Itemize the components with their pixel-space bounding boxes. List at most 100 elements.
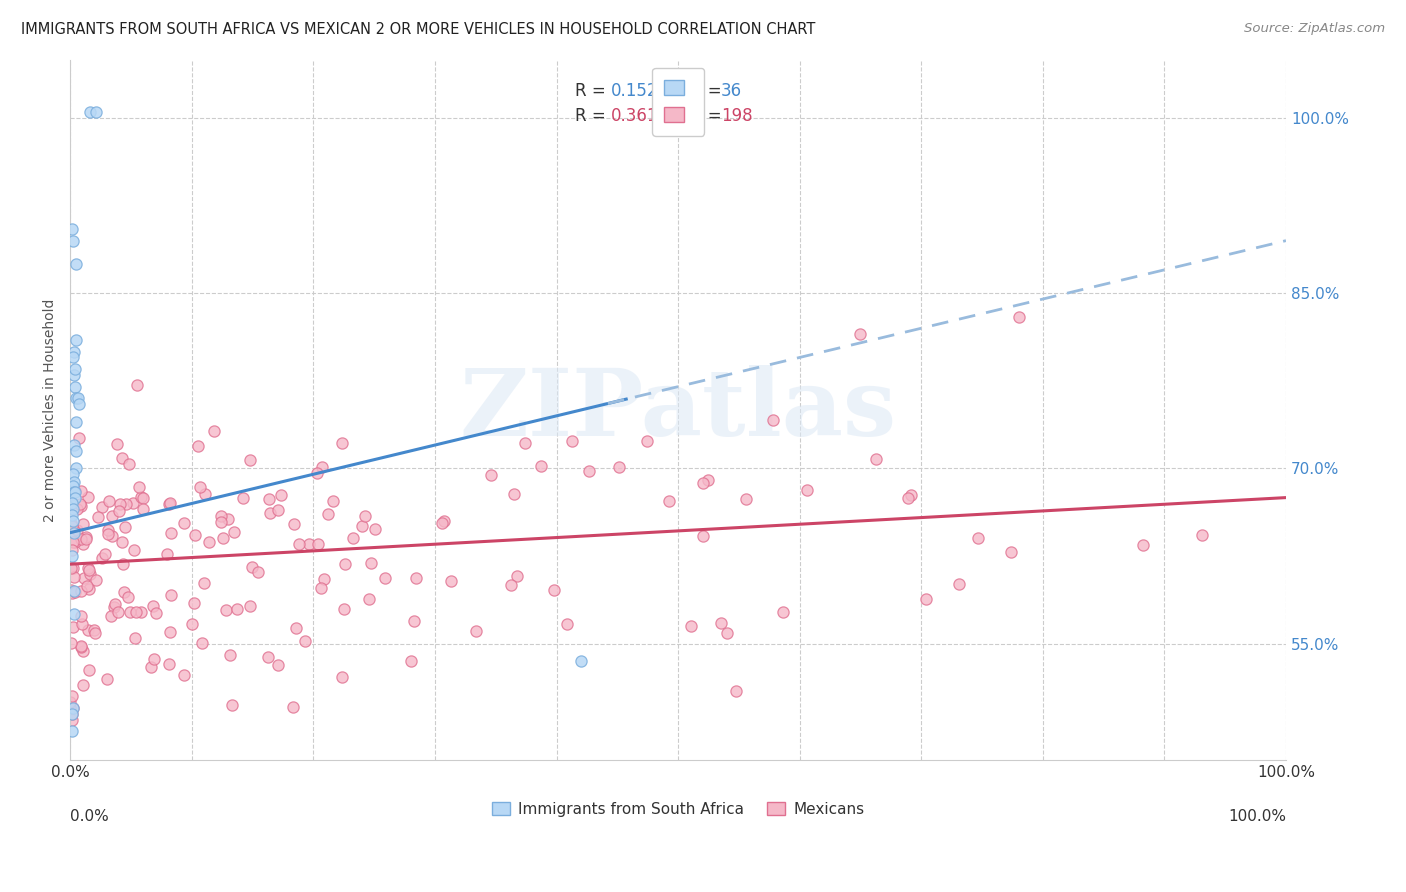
Point xyxy=(219,648,242,662)
Point xyxy=(62,524,84,539)
Legend: Immigrants from South Africa, Mexicans: Immigrants from South Africa, Mexicans xyxy=(486,796,870,822)
Text: N =: N = xyxy=(690,107,727,125)
Point xyxy=(124,543,146,558)
Point xyxy=(266,503,288,517)
Point xyxy=(77,564,100,578)
Point xyxy=(1191,527,1213,541)
Point xyxy=(114,520,136,534)
Point xyxy=(160,526,183,541)
Point xyxy=(103,600,125,615)
Point xyxy=(360,557,382,571)
Point xyxy=(479,467,502,482)
Point xyxy=(76,624,98,638)
Point xyxy=(333,557,356,571)
Point xyxy=(63,484,86,499)
Point xyxy=(63,585,86,599)
Point xyxy=(63,368,86,382)
Point xyxy=(63,525,86,540)
Point xyxy=(692,529,714,543)
Text: IMMIGRANTS FROM SOUTH AFRICA VS MEXICAN 2 OR MORE VEHICLES IN HOUSEHOLD CORRELAT: IMMIGRANTS FROM SOUTH AFRICA VS MEXICAN … xyxy=(21,22,815,37)
Point xyxy=(256,650,278,665)
Point xyxy=(84,105,107,120)
Point xyxy=(312,572,335,586)
Point xyxy=(139,660,162,674)
Point xyxy=(67,397,90,411)
Point xyxy=(60,582,83,597)
Point xyxy=(578,463,600,477)
Point xyxy=(142,652,165,666)
Text: Source: ZipAtlas.com: Source: ZipAtlas.com xyxy=(1244,22,1385,36)
Point xyxy=(1132,538,1154,552)
Point xyxy=(173,516,195,531)
Point xyxy=(72,516,94,531)
Point xyxy=(159,496,181,510)
Point xyxy=(70,616,93,631)
Point xyxy=(94,547,117,561)
Point xyxy=(187,439,209,453)
Point xyxy=(710,615,733,630)
Point xyxy=(322,493,344,508)
Point xyxy=(183,596,205,610)
Point xyxy=(96,672,118,686)
Point xyxy=(62,467,84,482)
Point xyxy=(330,436,353,450)
Point xyxy=(97,523,120,537)
Point xyxy=(65,392,87,406)
Point xyxy=(157,497,180,511)
Point xyxy=(108,504,131,518)
Point xyxy=(60,496,83,510)
Point xyxy=(217,512,239,526)
Point xyxy=(91,550,114,565)
Point xyxy=(65,333,87,347)
Point xyxy=(357,591,380,606)
Point xyxy=(222,524,245,539)
Point xyxy=(60,516,83,530)
Point xyxy=(432,516,454,531)
Point xyxy=(62,701,84,715)
Point xyxy=(288,537,311,551)
Point xyxy=(60,518,83,533)
Point xyxy=(259,507,281,521)
Point xyxy=(181,617,204,632)
Point xyxy=(464,624,486,638)
Point xyxy=(191,635,214,649)
Point xyxy=(404,615,426,629)
Point xyxy=(281,700,304,714)
Point xyxy=(188,480,211,494)
Point xyxy=(76,579,98,593)
Point xyxy=(897,491,920,505)
Point xyxy=(103,597,125,611)
Point xyxy=(70,484,93,499)
Point xyxy=(716,625,738,640)
Point xyxy=(692,475,714,490)
Point xyxy=(62,535,84,549)
Point xyxy=(209,515,232,529)
Point xyxy=(76,561,98,575)
Point xyxy=(66,392,89,406)
Point xyxy=(724,684,747,698)
Point xyxy=(62,351,84,365)
Point xyxy=(112,584,135,599)
Point xyxy=(316,508,339,522)
Point xyxy=(157,657,180,671)
Point xyxy=(62,502,84,516)
Point xyxy=(65,523,87,537)
Point xyxy=(284,621,307,635)
Point xyxy=(342,531,364,545)
Point xyxy=(63,379,86,393)
Point xyxy=(60,724,83,739)
Point xyxy=(110,535,132,549)
Point xyxy=(1000,545,1022,559)
Point xyxy=(966,531,988,545)
Point xyxy=(1007,310,1029,324)
Point xyxy=(59,701,82,715)
Point xyxy=(405,570,427,584)
Point xyxy=(87,510,110,524)
Point xyxy=(307,537,329,551)
Point xyxy=(849,327,872,342)
Text: 0.152: 0.152 xyxy=(612,82,659,100)
Point xyxy=(772,605,794,619)
Point xyxy=(60,549,83,563)
Point xyxy=(762,413,785,427)
Point xyxy=(240,560,263,574)
